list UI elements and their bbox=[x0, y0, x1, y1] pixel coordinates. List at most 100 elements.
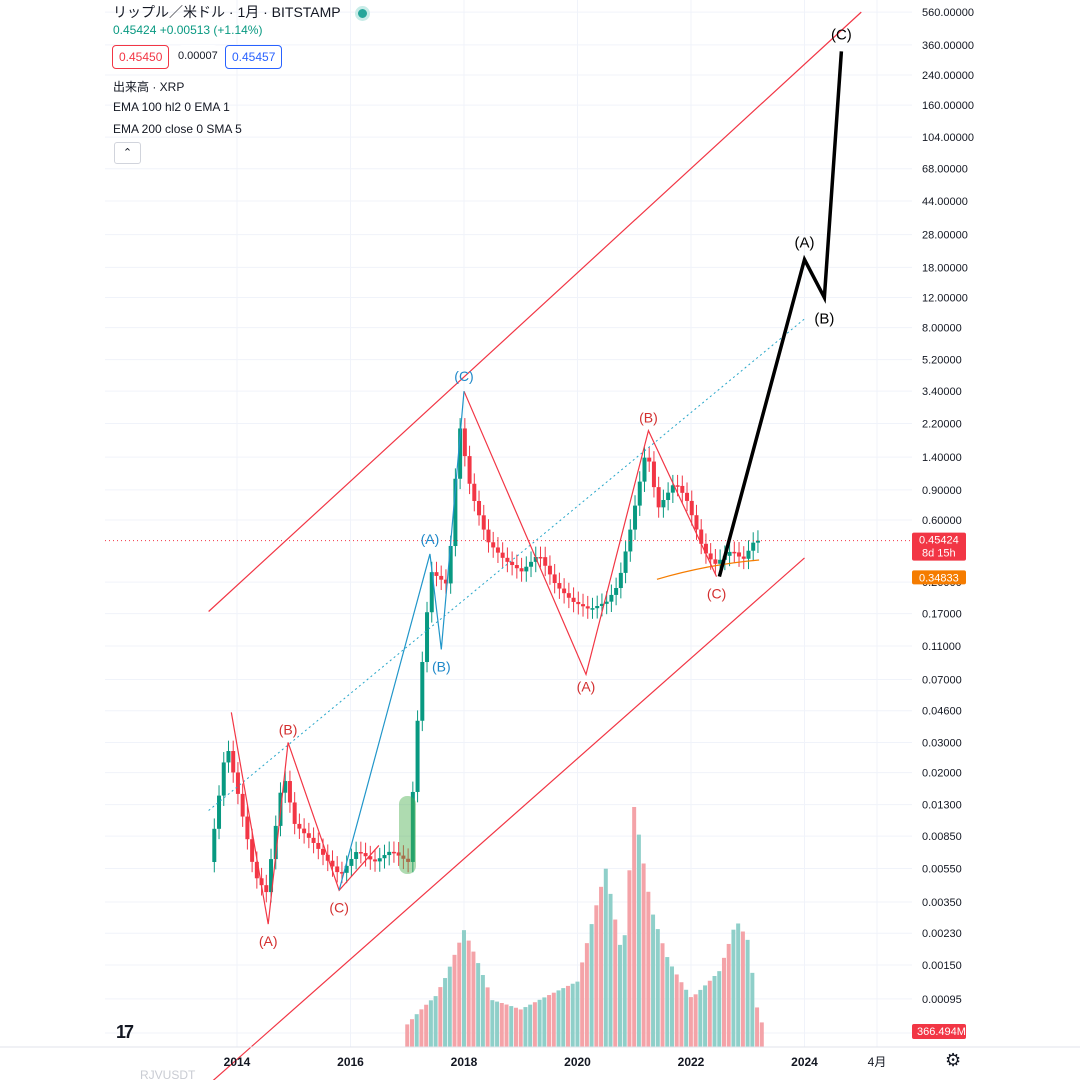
candle-body bbox=[732, 551, 737, 554]
volume-bar bbox=[684, 989, 689, 1047]
candle-body bbox=[666, 492, 671, 501]
candle-body bbox=[566, 593, 571, 598]
volume-bar bbox=[589, 924, 594, 1047]
volume-bar bbox=[584, 943, 589, 1047]
candle-body bbox=[552, 574, 557, 584]
time-tick-label: 2018 bbox=[451, 1055, 478, 1069]
volume-bar bbox=[466, 940, 471, 1047]
price-tick-label: 8.00000 bbox=[922, 323, 962, 335]
price-tick-label: 0.11000 bbox=[922, 641, 961, 653]
time-tick-label: 2020 bbox=[564, 1055, 591, 1069]
candle-body bbox=[547, 565, 552, 575]
candle-body bbox=[651, 461, 656, 488]
price-tick-label: 5.20000 bbox=[922, 355, 962, 367]
volume-bar bbox=[490, 1000, 495, 1047]
volume-bar bbox=[603, 868, 608, 1047]
time-tick-label: 2016 bbox=[337, 1055, 364, 1069]
volume-bar bbox=[759, 1022, 764, 1047]
gear-icon[interactable]: ⚙ bbox=[945, 1050, 962, 1070]
candle-body bbox=[614, 588, 619, 595]
candle-body bbox=[708, 553, 713, 560]
candle-body bbox=[685, 492, 690, 501]
time-tick-label: 2014 bbox=[224, 1055, 251, 1069]
candle-body bbox=[538, 556, 543, 559]
volume-bar bbox=[438, 987, 443, 1047]
candle-body bbox=[212, 828, 217, 862]
price-tick-label: 0.00230 bbox=[922, 928, 962, 940]
indicator-ema-200[interactable]: EMA 200 close 0 SMA 5 bbox=[113, 122, 242, 136]
candle-body bbox=[737, 552, 742, 557]
candle-body bbox=[533, 556, 538, 562]
candle-body bbox=[505, 557, 510, 562]
volume-bar bbox=[537, 999, 542, 1047]
sell-button[interactable]: 0.45450 bbox=[112, 45, 170, 69]
volume-bar bbox=[688, 997, 693, 1047]
tradingview-logo-icon[interactable]: 17 bbox=[116, 1022, 134, 1042]
candle-body bbox=[377, 858, 382, 862]
collapse-indicators-button[interactable]: ⌃ bbox=[114, 142, 141, 164]
volume-bar bbox=[409, 1019, 414, 1047]
wave-label-black: (A) bbox=[795, 235, 815, 252]
candle-body bbox=[500, 552, 505, 558]
wave-label-black: (C) bbox=[831, 26, 852, 43]
candle-body bbox=[656, 487, 661, 508]
candle-body bbox=[330, 860, 335, 867]
spread-value: 0.00007 bbox=[178, 45, 218, 67]
time-tick-label: 4月 bbox=[868, 1055, 887, 1069]
volume-bar bbox=[726, 943, 731, 1047]
candle-body bbox=[524, 566, 529, 572]
volume-bar bbox=[556, 990, 561, 1047]
volume-bar bbox=[485, 987, 490, 1047]
volume-bar bbox=[599, 886, 604, 1047]
price-tick-label: 0.03000 bbox=[922, 737, 962, 749]
candle-body bbox=[661, 500, 666, 508]
candle-body bbox=[306, 833, 311, 838]
candle-body bbox=[481, 515, 486, 530]
candle-body bbox=[755, 540, 760, 543]
symbol-title[interactable]: リップル／米ドル · 1月 · BITSTAMP bbox=[113, 2, 370, 22]
volume-bar bbox=[646, 891, 651, 1047]
volume-bar bbox=[471, 951, 476, 1047]
candle-body bbox=[292, 802, 297, 824]
ema-badge bbox=[912, 570, 966, 585]
buy-button[interactable]: 0.45457 bbox=[225, 45, 283, 69]
candle-body bbox=[741, 556, 746, 559]
candle-body bbox=[358, 852, 363, 854]
candle-body bbox=[226, 751, 231, 763]
candle-body bbox=[439, 575, 444, 580]
current-price-badge bbox=[912, 532, 966, 561]
volume-bar bbox=[405, 1024, 410, 1047]
candle-body bbox=[462, 428, 467, 457]
price-tick-label: 0.02000 bbox=[922, 768, 962, 780]
candle-body bbox=[472, 483, 477, 502]
channel-lower-line bbox=[212, 557, 805, 1080]
candle-body bbox=[420, 662, 425, 721]
candle-body bbox=[604, 601, 609, 604]
candle-body bbox=[425, 612, 430, 663]
candle-body bbox=[713, 559, 718, 564]
candle-body bbox=[264, 885, 269, 893]
volume-bar bbox=[736, 923, 741, 1047]
candle-body bbox=[283, 781, 288, 793]
volume-bar bbox=[457, 942, 462, 1047]
price-tick-label: 44.00000 bbox=[922, 196, 968, 208]
indicator-volume[interactable]: 出来高 · XRP bbox=[113, 80, 185, 94]
volume-bar bbox=[561, 988, 566, 1047]
wave-label-red: (C) bbox=[707, 586, 726, 602]
volume-bar bbox=[703, 985, 708, 1047]
candle-body bbox=[519, 568, 524, 572]
price-tick-label: 0.00095 bbox=[922, 994, 962, 1006]
volume-bar bbox=[414, 1014, 419, 1047]
candle-body bbox=[415, 720, 420, 792]
ema-value-label: 0.34833 bbox=[919, 572, 959, 584]
candle-body bbox=[491, 542, 496, 548]
wave-path-red bbox=[463, 390, 718, 677]
candle-body bbox=[410, 791, 415, 862]
price-tick-label: 560.00000 bbox=[922, 7, 974, 19]
volume-bar bbox=[476, 963, 481, 1047]
candle-body bbox=[401, 855, 406, 859]
price-tick-label: 1.40000 bbox=[922, 452, 962, 464]
indicator-ema-100[interactable]: EMA 100 hl2 0 EMA 1 bbox=[113, 100, 230, 114]
price-tick-label: 18.00000 bbox=[922, 262, 968, 274]
